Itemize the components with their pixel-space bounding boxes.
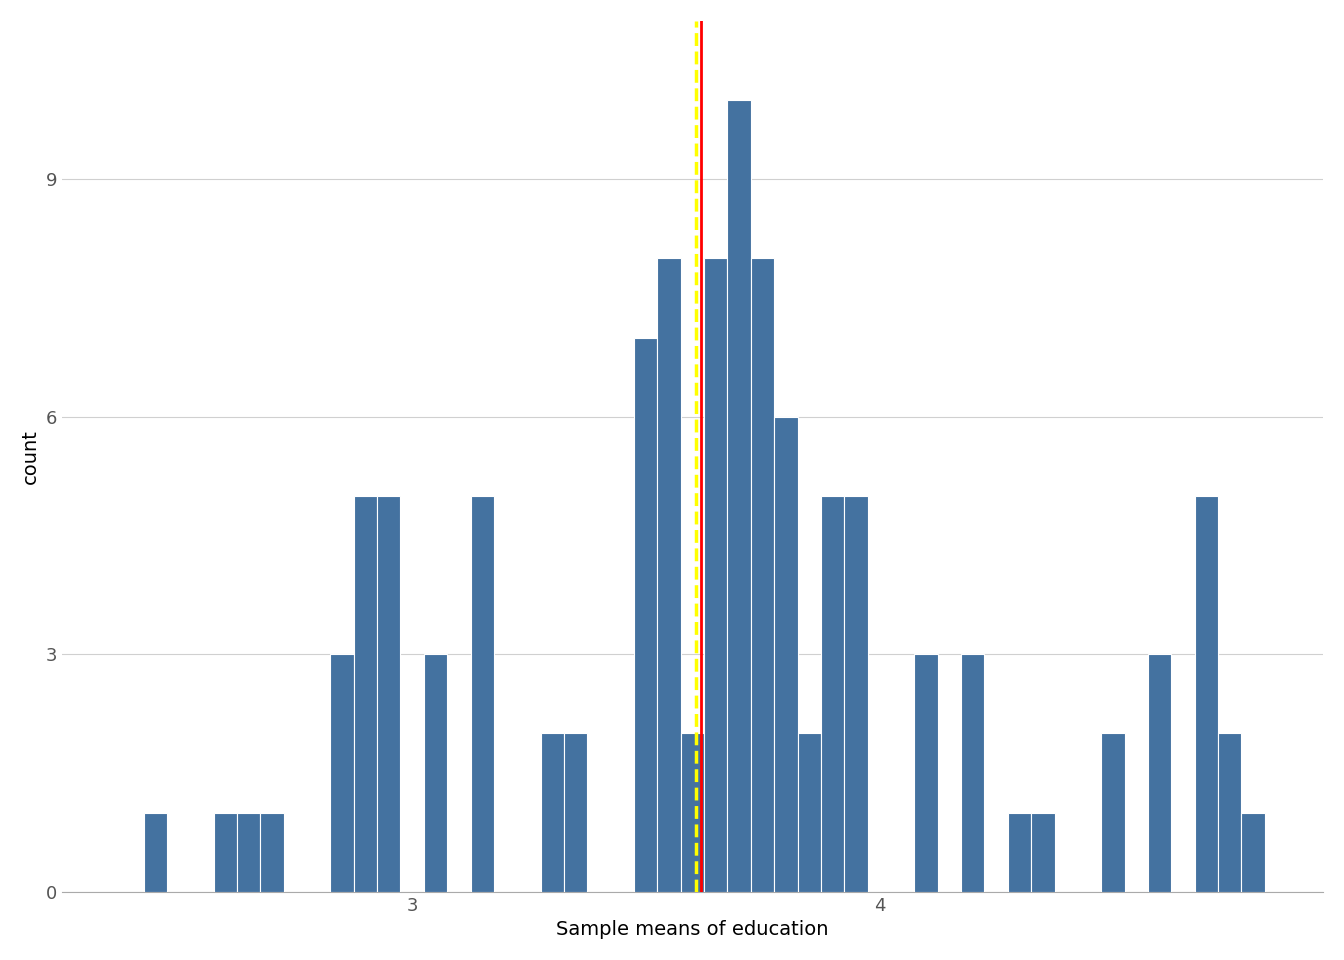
Bar — [144, 812, 167, 892]
Bar — [564, 733, 587, 892]
Bar — [1101, 733, 1125, 892]
Bar — [961, 654, 984, 892]
Bar — [774, 417, 797, 892]
Bar — [751, 258, 774, 892]
Bar — [378, 496, 401, 892]
Bar — [1242, 812, 1265, 892]
Y-axis label: count: count — [22, 429, 40, 484]
Bar — [353, 496, 378, 892]
Bar — [634, 338, 657, 892]
Bar — [423, 654, 448, 892]
Bar — [914, 654, 938, 892]
Bar — [540, 733, 564, 892]
Bar — [821, 496, 844, 892]
Bar — [1031, 812, 1055, 892]
Bar — [727, 100, 751, 892]
Bar — [657, 258, 681, 892]
Bar — [797, 733, 821, 892]
Bar — [261, 812, 284, 892]
Bar — [1148, 654, 1172, 892]
Bar — [1195, 496, 1218, 892]
Bar — [1008, 812, 1031, 892]
Bar — [331, 654, 353, 892]
Bar — [470, 496, 493, 892]
Bar — [214, 812, 237, 892]
Bar — [681, 733, 704, 892]
X-axis label: Sample means of education: Sample means of education — [556, 921, 829, 939]
Bar — [844, 496, 868, 892]
Bar — [237, 812, 261, 892]
Bar — [704, 258, 727, 892]
Bar — [1218, 733, 1242, 892]
